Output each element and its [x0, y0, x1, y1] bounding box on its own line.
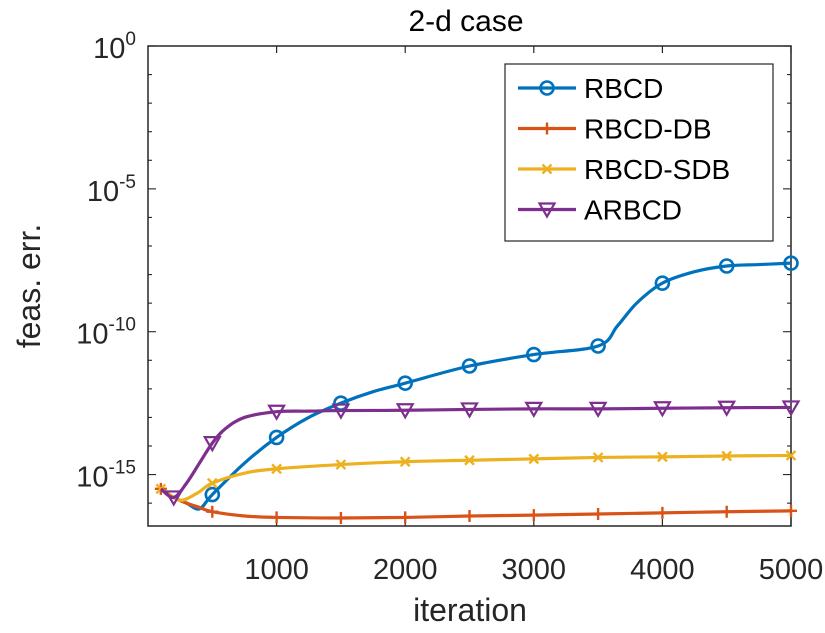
data-point-rbcd-sdb	[206, 477, 218, 489]
legend-label-rbcd: RBCD	[584, 73, 663, 104]
legend-marker-rbcd	[539, 80, 555, 96]
legend-marker-rbcd-sdb	[541, 163, 553, 175]
data-point-rbcd-db	[592, 508, 605, 520]
x-tick-label: 3000	[502, 554, 567, 586]
chart-title: 2-d case	[408, 5, 523, 38]
data-point-rbcd-sdb	[785, 450, 797, 461]
x-tick-label: 4000	[630, 554, 695, 586]
data-point-rbcd-db	[334, 512, 347, 524]
data-point-rbcd	[783, 255, 799, 271]
data-point-rbcd-sdb	[592, 452, 604, 463]
series-line-arbcd	[159, 405, 792, 500]
data-point-rbcd	[525, 346, 542, 363]
series-line-rbcd	[159, 261, 792, 511]
series-arbcd	[159, 400, 801, 507]
data-point-rbcd	[397, 375, 414, 391]
data-point-arbcd	[164, 490, 184, 507]
data-point-arbcd	[717, 400, 737, 417]
series-line-rbcd-sdb	[159, 453, 792, 502]
data-point-rbcd	[718, 258, 735, 274]
series-line-rbcd-db	[159, 487, 792, 520]
x-axis-label: iteration	[413, 592, 527, 628]
series-rbcd	[159, 255, 799, 511]
data-point-rbcd-sdb	[464, 454, 475, 466]
y-tick-label: 100	[93, 29, 136, 65]
data-point-rbcd-db	[206, 505, 219, 518]
data-point-arbcd	[331, 403, 351, 420]
data-point-rbcd-db	[785, 504, 797, 517]
y-axis: 100 10-5 10-10 10-15	[76, 29, 791, 504]
data-point-arbcd	[460, 402, 479, 419]
legend-marker-arbcd	[537, 202, 557, 219]
x-tick-label: 5000	[759, 554, 824, 586]
data-point-arbcd	[202, 436, 222, 453]
series-rbcd-db	[154, 482, 797, 524]
y-axis-label: feas. err.	[11, 224, 47, 349]
legend-label-rbcd-db: RBCD-DB	[584, 114, 712, 145]
data-point-rbcd-db	[270, 511, 283, 524]
data-point-arbcd	[588, 401, 608, 419]
data-point-arbcd	[267, 404, 287, 421]
data-point-rbcd-db	[720, 505, 733, 518]
data-point-rbcd-sdb	[399, 456, 411, 468]
legend: RBCD RBCD-DB RBCD-SDB ARBCD	[504, 63, 774, 242]
data-point-rbcd-db	[463, 510, 476, 522]
legend-label-arbcd: ARBCD	[584, 195, 682, 226]
data-point-rbcd-sdb	[721, 450, 733, 462]
data-point-rbcd	[204, 486, 221, 503]
data-point-arbcd	[395, 403, 415, 420]
data-point-rbcd-sdb	[528, 453, 540, 465]
x-tick-label: 1000	[244, 554, 309, 586]
data-point-rbcd-db	[399, 511, 412, 524]
data-point-rbcd	[268, 429, 285, 446]
data-point-arbcd	[652, 401, 672, 418]
data-point-arbcd	[524, 401, 544, 419]
data-point-rbcd-db	[656, 506, 669, 519]
data-point-arbcd	[781, 400, 801, 417]
data-point-rbcd	[654, 275, 671, 291]
legend-marker-rbcd-db	[541, 122, 553, 135]
x-axis: 1000 2000 3000 4000 5000	[244, 46, 823, 586]
data-point-rbcd-sdb	[335, 459, 347, 470]
series-layer	[154, 255, 801, 524]
data-point-rbcd-sdb	[271, 463, 282, 475]
data-point-rbcd	[590, 338, 606, 354]
data-point-rbcd	[461, 358, 478, 374]
y-tick-label: 10-10	[76, 315, 136, 351]
y-tick-label: 10-15	[76, 458, 136, 494]
y-tick-label: 10-5	[87, 172, 136, 208]
data-point-rbcd-sdb	[657, 451, 668, 463]
series-rbcd-sdb	[155, 450, 797, 502]
legend-label-rbcd-sdb: RBCD-SDB	[584, 154, 730, 185]
x-tick-label: 2000	[373, 554, 438, 586]
data-point-rbcd-db	[527, 509, 540, 522]
